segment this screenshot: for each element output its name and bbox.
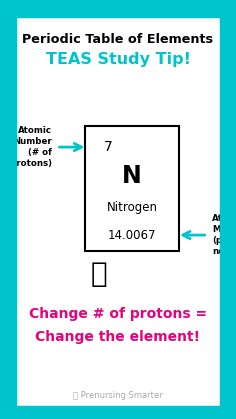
FancyBboxPatch shape [85,126,179,251]
Text: TEAS Study Tip!: TEAS Study Tip! [46,52,190,67]
Text: Nitrogen: Nitrogen [107,201,158,214]
Text: Change the element!: Change the element! [35,330,201,344]
Text: Periodic Table of Elements: Periodic Table of Elements [22,33,214,47]
Text: 7: 7 [104,140,113,154]
Text: 14.0067: 14.0067 [108,228,156,242]
Text: Atomic
Number
(# of
protons): Atomic Number (# of protons) [10,126,52,168]
Text: Change # of protons =: Change # of protons = [29,307,207,321]
Text: Atomic
Mass
(protons+
neutrons): Atomic Mass (protons+ neutrons) [212,214,236,256]
Text: N: N [122,164,142,188]
Text: 🦷 Prenursing Smarter: 🦷 Prenursing Smarter [73,391,163,401]
Text: 😬: 😬 [91,261,107,288]
